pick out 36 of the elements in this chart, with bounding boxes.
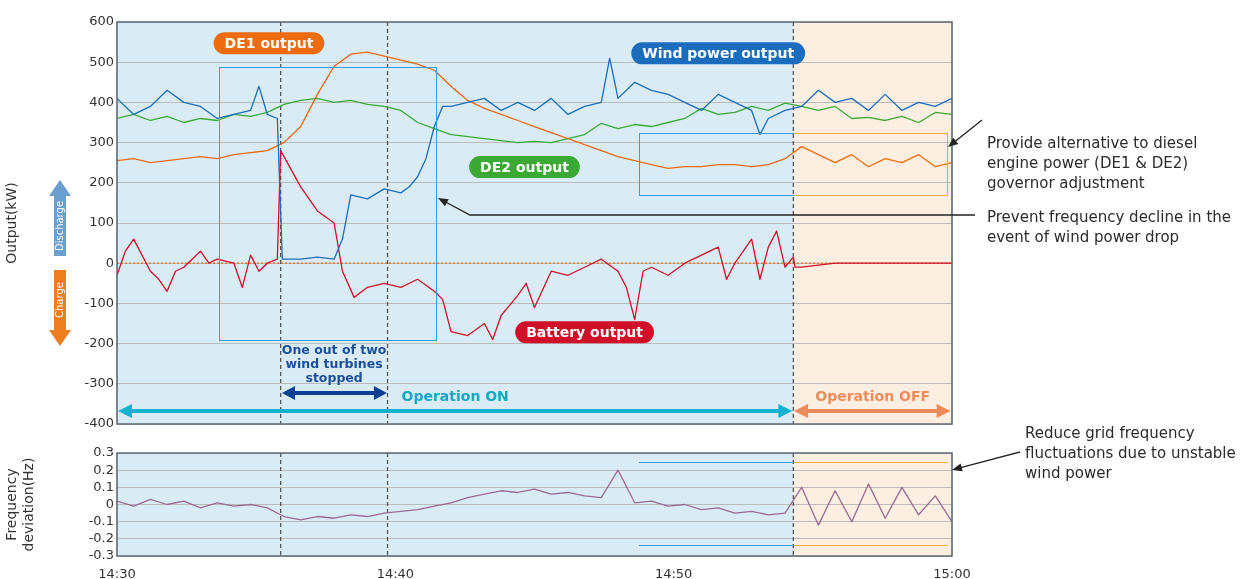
x-tick-label: 14:30	[98, 566, 136, 579]
y-axis-title: Output(kW)	[3, 182, 20, 264]
text: Prevent frequency decline in the event of wind power drop	[987, 207, 1232, 247]
y-tick-label: 400	[89, 93, 114, 109]
y-tick-label: -200	[84, 334, 114, 350]
text: Discharge	[53, 199, 66, 254]
band-label: Operation OFF	[815, 387, 931, 404]
y-tick-label: 0.3	[93, 444, 114, 460]
y-tick-label: 100	[89, 214, 114, 230]
text: Provide alternative to diesel engine power (DE1 & DE2) governor adjustment	[987, 133, 1199, 193]
series-label: Battery output	[526, 323, 644, 340]
y-tick-label: -100	[84, 294, 114, 310]
text: Reduce grid frequency fluctuations due to unstable wind power	[1025, 423, 1237, 483]
y-tick-label: 300	[89, 133, 114, 149]
series-label: Wind power output	[642, 45, 795, 61]
y-tick-label: -300	[84, 375, 114, 391]
y-axis-title: Frequency deviation(Hz)	[3, 457, 36, 552]
x-tick-label: 14:40	[376, 566, 415, 579]
y-tick-label: 0.2	[93, 461, 114, 477]
y-tick-label: 600	[89, 13, 114, 29]
x-tick-label: 15:00	[933, 566, 971, 579]
y-tick-label: 500	[89, 53, 114, 69]
y-tick-label: 0	[105, 254, 114, 270]
y-tick-label: -0.3	[88, 547, 114, 563]
series-label: DE1 output	[224, 34, 314, 51]
series-label: DE2 output	[480, 158, 570, 175]
y-tick-label: 200	[89, 174, 114, 190]
text: Charge	[53, 281, 66, 320]
annotation: One out of two wind turbines stopped	[281, 341, 387, 385]
band-label: Operation ON	[401, 387, 509, 404]
x-tick-label: 14:50	[654, 566, 693, 579]
y-tick-label: 0.1	[93, 478, 114, 494]
y-tick-label: -0.1	[88, 513, 114, 529]
y-tick-label: -0.2	[88, 530, 114, 546]
y-tick-label: -400	[84, 415, 114, 431]
y-tick-label: 0	[105, 495, 114, 511]
